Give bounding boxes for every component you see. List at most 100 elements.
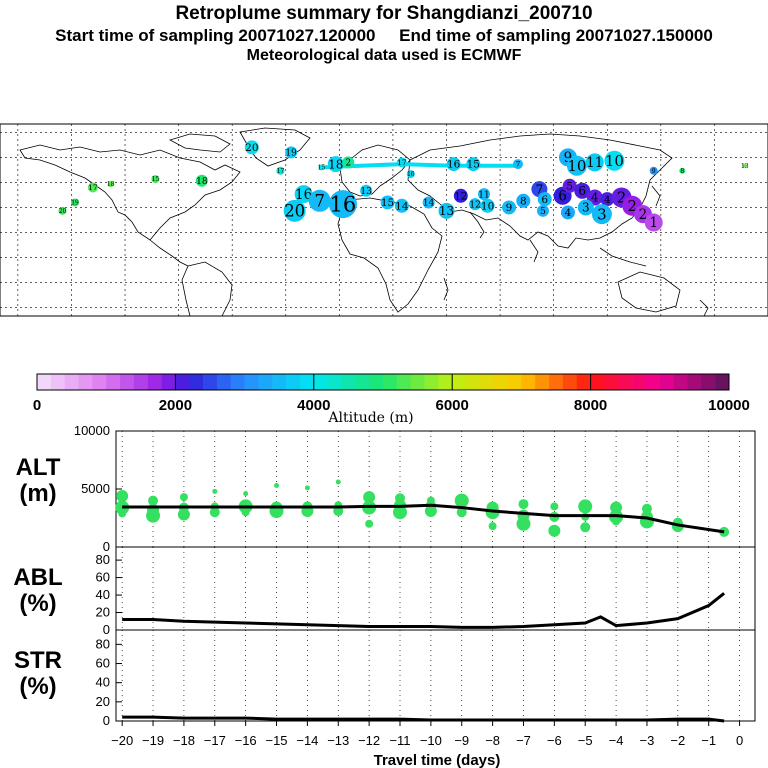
- plume-marker-dot: [327, 156, 344, 173]
- colorbar-cell: [64, 374, 79, 390]
- altitude-member-point: [304, 485, 310, 491]
- plume-marker-label: 11: [586, 155, 603, 171]
- colorbar-cell: [37, 374, 52, 390]
- plume-track: [321, 162, 518, 170]
- plume-marker-dot: [591, 204, 612, 225]
- plume-marker-dot: [308, 189, 331, 212]
- x-tick-label: −12: [358, 733, 380, 748]
- colorbar-cell: [562, 374, 578, 390]
- altitude-member-point: [641, 503, 652, 514]
- plume-marker-dot: [649, 166, 658, 175]
- altitude-colorbar: 0 2000 4000 6000 8000 10000 Altitude (m): [33, 373, 750, 426]
- altitude-member-point: [209, 507, 220, 518]
- north-america-outline: [19, 144, 241, 241]
- plume-marker-dot: [328, 190, 357, 219]
- plume-marker: 5: [536, 204, 549, 217]
- plume-marker-label: 10: [605, 152, 624, 170]
- plume-marker: 10: [480, 198, 495, 213]
- altitude-member-point: [116, 489, 129, 502]
- x-tick-label: −2: [670, 733, 685, 748]
- plume-marker-label: 15: [318, 165, 326, 172]
- abl-fraction-line: [122, 592, 726, 629]
- plume-marker: 3: [591, 204, 612, 225]
- colorbar-cell: [230, 374, 245, 390]
- plume-marker-dot: [406, 170, 415, 179]
- plume-marker: 7: [308, 189, 331, 212]
- colorbar-cell: [590, 374, 605, 390]
- plume-marker-dot: [58, 206, 67, 215]
- y-tick-label: 0: [103, 622, 110, 637]
- colorbar-cell: [272, 374, 287, 390]
- plume-marker-dot: [380, 195, 395, 210]
- europe-outline: [339, 144, 411, 197]
- plume-marker: 10: [566, 155, 587, 176]
- str-panel: 0 20 40 60 80: [96, 629, 756, 728]
- chart-title: Retroplume summary for Shangdianzi_20071…: [175, 3, 593, 24]
- colorbar-cell: [244, 374, 259, 390]
- y-tick-label: 0: [103, 539, 110, 554]
- abl-panel-label: ABL: [13, 564, 62, 591]
- plume-marker-dot: [604, 150, 625, 171]
- plume-marker-dot: [566, 155, 587, 176]
- plume-marker: 4: [560, 205, 575, 220]
- colorbar-cell: [383, 374, 398, 390]
- str-panel-label: STR: [14, 647, 62, 674]
- y-tick-label: 10000: [74, 423, 110, 438]
- altitude-member-point: [363, 491, 376, 504]
- colorbar-cell: [133, 374, 149, 390]
- plume-marker-dot: [244, 140, 259, 155]
- plume-marker-dot: [318, 164, 325, 171]
- x-axis-tick-labels: −20 −19 −18 −17 −16 −15 −14 −13 −12 −11 −10 −9 −8 −7−…: [111, 721, 743, 748]
- plume-marker-dot: [502, 200, 517, 215]
- colorbar-cell: [507, 374, 522, 390]
- plume-marker-dot: [516, 193, 531, 208]
- colorbar-cell: [258, 374, 273, 390]
- plume-marker-dot: [396, 157, 407, 168]
- plume-marker-label: 19: [71, 200, 79, 207]
- plume-marker-label: 1: [649, 215, 658, 231]
- altitude-member-point: [243, 491, 249, 497]
- plume-marker-label: 17: [277, 168, 285, 175]
- altitude-member-point: [518, 499, 529, 510]
- colorbar-cell: [216, 374, 232, 390]
- colorbar-cell: [701, 374, 716, 390]
- mean-altitude-line: [122, 503, 725, 534]
- plume-marker: 16: [328, 190, 357, 219]
- plume-marker-label: 20: [245, 142, 258, 154]
- plume-marker: 17: [396, 157, 407, 168]
- colorbar-cell: [410, 374, 425, 390]
- plume-marker-label: 7: [516, 160, 521, 169]
- plume-marker: 17: [87, 182, 98, 193]
- colorbar-cell: [203, 374, 218, 390]
- plume-marker: 19: [71, 198, 80, 207]
- plume-marker-dot: [574, 182, 591, 199]
- plume-marker-label: 3: [597, 205, 607, 223]
- plume-marker-label: 6: [578, 184, 586, 198]
- x-tick-label: −17: [204, 733, 226, 748]
- y-tick-label: 0: [103, 713, 110, 728]
- plume-marker-dot: [453, 188, 468, 203]
- colorbar-cell: [466, 374, 481, 390]
- plume-marker-label: 13: [741, 163, 749, 170]
- altitude-member-point: [580, 522, 591, 533]
- plume-marker: 16: [446, 157, 461, 172]
- colorbar-tick-label: 4000: [297, 397, 330, 414]
- plume-marker-label: 7: [314, 192, 325, 211]
- plume-marker-label: 2: [639, 207, 648, 223]
- plume-marker-dot: [71, 198, 80, 207]
- plume-marker-label: 9: [506, 202, 513, 214]
- plume-marker: 5: [562, 178, 577, 193]
- y-tick-label: 40: [96, 587, 110, 602]
- altitude-member-point: [395, 493, 405, 504]
- map-coastlines: [19, 127, 709, 317]
- plume-marker: 9: [502, 200, 517, 215]
- altitude-member-point: [148, 495, 159, 506]
- asia-outline: [407, 133, 673, 249]
- central-america-outline: [149, 239, 189, 267]
- plume-marker-label: 2: [627, 197, 637, 215]
- colorbar-tick-label: 2000: [159, 397, 192, 414]
- plume-marker-label: 7: [536, 182, 544, 196]
- plume-marker: 13: [438, 202, 455, 219]
